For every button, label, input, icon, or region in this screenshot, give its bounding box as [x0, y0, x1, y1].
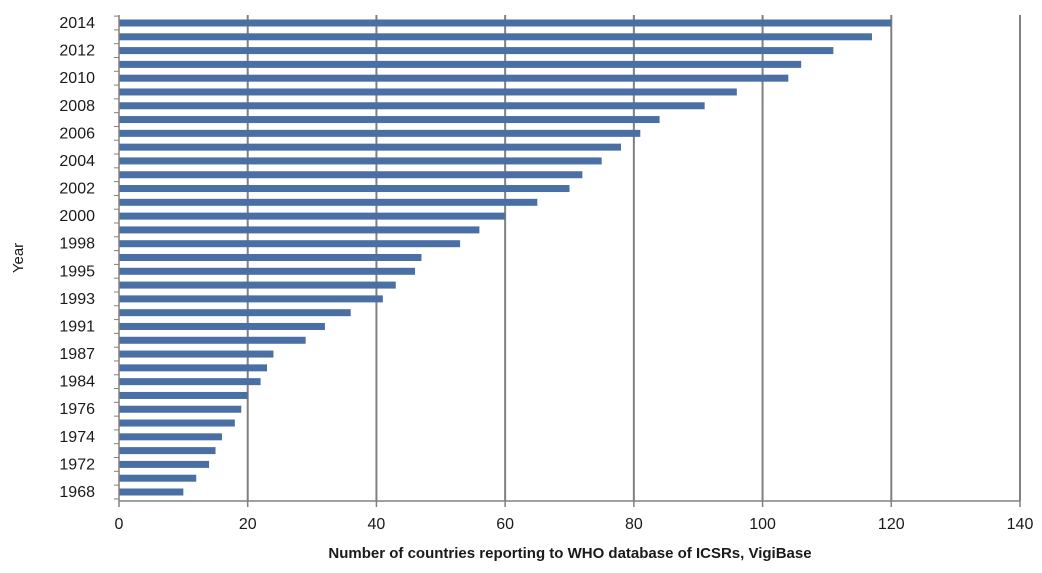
bar-1995 [119, 267, 416, 275]
bar-2006 [119, 129, 641, 137]
bar-2013 [119, 33, 872, 41]
bar-2011 [119, 60, 802, 68]
bars [119, 19, 892, 496]
bar-2004 [119, 157, 602, 165]
y-tick-label-1984: 1984 [59, 374, 95, 391]
bar-2009 [119, 88, 737, 96]
bar-1970 [119, 474, 197, 482]
bar-1994 [119, 281, 396, 289]
bar-2007 [119, 116, 660, 124]
x-tick-label-100: 100 [749, 516, 776, 533]
x-axis-title: Number of countries reporting to WHO dat… [328, 545, 811, 562]
gridlines [246, 15, 1021, 501]
y-tick-label-1995: 1995 [59, 263, 95, 280]
bar-1984 [119, 378, 261, 386]
y-tick-label-2008: 2008 [59, 98, 95, 115]
y-tick-label-1993: 1993 [59, 291, 95, 308]
x-tick-label-140: 140 [1007, 516, 1034, 533]
y-tick-label-2010: 2010 [59, 70, 95, 87]
y-tick-label-2014: 2014 [59, 15, 95, 32]
bar-2012 [119, 47, 834, 55]
y-tick-label-2012: 2012 [59, 43, 95, 60]
bar-1991 [119, 322, 325, 330]
bar-2002 [119, 185, 570, 193]
bar-2014 [119, 19, 892, 27]
bar-1998 [119, 240, 461, 248]
y-tick-label-1972: 1972 [59, 456, 95, 473]
bar-1989 [119, 336, 306, 344]
bar-1976 [119, 405, 242, 413]
bar-1973 [119, 447, 216, 455]
y-tick-label-2006: 2006 [59, 125, 95, 142]
x-tick-label-40: 40 [368, 516, 386, 533]
y-tick-label-2000: 2000 [59, 208, 95, 225]
bar-2003 [119, 171, 583, 179]
bar-1986 [119, 364, 268, 372]
bar-1982 [119, 391, 248, 399]
y-axis-title: Year [10, 243, 27, 273]
bar-1987 [119, 350, 274, 358]
y-tick-label-2002: 2002 [59, 181, 95, 198]
bar-1975 [119, 419, 235, 427]
bar-2005 [119, 143, 621, 151]
y-tick-label-1974: 1974 [59, 429, 95, 446]
x-tick-label-60: 60 [496, 516, 514, 533]
bar-1999 [119, 226, 480, 234]
bar-1972 [119, 460, 210, 468]
bar-2001 [119, 198, 538, 206]
axes: 0 20 40 60 80 100 120 140 1968 1972 1974 1976 1984 19… [59, 15, 1033, 533]
bar-2008 [119, 102, 705, 110]
y-tick-label-1968: 1968 [59, 484, 95, 501]
bar-1968 [119, 488, 184, 496]
bar-2000 [119, 212, 506, 220]
bar-1974 [119, 433, 222, 441]
bar-2010 [119, 74, 789, 82]
y-tick-label-2004: 2004 [59, 153, 95, 170]
y-tick-label-1998: 1998 [59, 236, 95, 253]
x-tick-label-80: 80 [625, 516, 643, 533]
x-tick-label-20: 20 [239, 516, 257, 533]
bar-1993 [119, 295, 383, 303]
x-tick-label-0: 0 [115, 516, 124, 533]
x-tick-label-120: 120 [878, 516, 905, 533]
bar-1992 [119, 309, 351, 317]
y-tick-label-1987: 1987 [59, 346, 95, 363]
bar-1997 [119, 254, 422, 261]
y-tick-label-1991: 1991 [59, 318, 95, 335]
y-tick-label-1976: 1976 [59, 401, 95, 418]
